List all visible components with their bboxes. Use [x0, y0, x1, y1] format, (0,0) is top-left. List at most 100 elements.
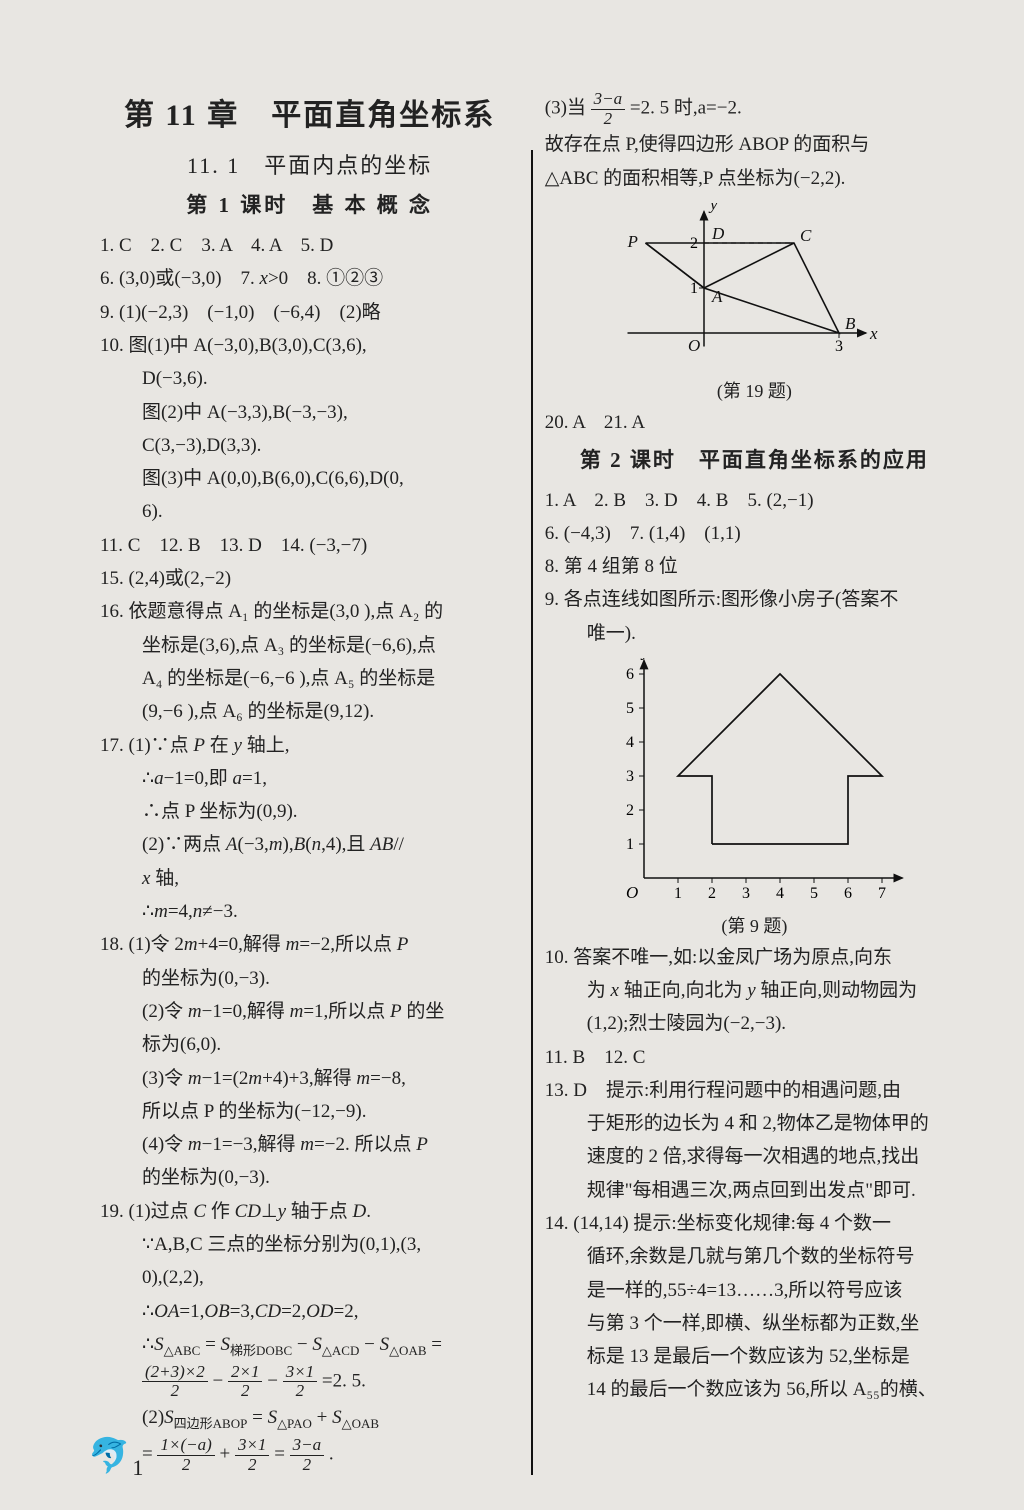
fraction: 3×12	[283, 1363, 317, 1401]
eq-tail: =2. 5.	[322, 1370, 366, 1391]
text-line: C(3,−3),D(3,3).	[100, 430, 519, 462]
svg-text:4: 4	[776, 885, 784, 902]
text-line: 图(2)中 A(−3,3),B(−3,−3),	[100, 397, 519, 429]
svg-text:1: 1	[690, 280, 698, 297]
svg-text:2: 2	[708, 885, 716, 902]
eq-line: (2+3)×22 − 2×12 − 3×12 =2. 5.	[100, 1363, 519, 1401]
text-line: 6. (3,0)或(−3,0) 7. x>0 8. ①②③	[100, 263, 519, 295]
text-line: 13. D 提示:利用行程问题中的相遇问题,由	[545, 1075, 964, 1107]
svg-text:5: 5	[810, 885, 818, 902]
eq-line: = 1×(−a)2 + 3×12 = 3−a2 .	[100, 1436, 519, 1474]
section-title: 11. 1 平面内点的坐标	[100, 147, 519, 184]
fraction: 3×12	[235, 1436, 269, 1474]
text-line: (2)令 m−1=0,解得 m=1,所以点 P 的坐	[100, 996, 519, 1028]
svg-text:C: C	[800, 226, 812, 245]
left-column: 第 11 章 平面直角坐标系 11. 1 平面内点的坐标 第 1 课时 基 本 …	[100, 90, 525, 1475]
text-line: 9. (1)(−2,3) (−1,0) (−6,4) (2)略	[100, 297, 519, 329]
svg-text:1: 1	[626, 836, 634, 853]
text-line: 标为(6,0).	[100, 1029, 519, 1061]
svg-text:B: B	[845, 314, 856, 333]
page-footer: 🐬 1	[88, 1428, 143, 1486]
fraction: 3−a2	[591, 90, 625, 128]
svg-text:6: 6	[626, 666, 634, 683]
text-line: 10. 答案不唯一,如:以金凤广场为原点,向东	[545, 942, 964, 974]
text-line: 与第 3 个一样,即横、纵坐标都为正数,坐	[545, 1308, 964, 1340]
figure-9: 1234567123456Oxy	[604, 658, 904, 908]
text-line: 6. (−4,3) 7. (1,4) (1,1)	[545, 518, 964, 550]
svg-text:3: 3	[626, 768, 634, 785]
svg-text:3: 3	[835, 338, 843, 355]
fraction: 1×(−a)2	[157, 1436, 214, 1474]
svg-text:D: D	[711, 224, 725, 243]
text-line: 19. (1)过点 C 作 CD⊥y 轴于点 D.	[100, 1196, 519, 1228]
svg-text:2: 2	[690, 235, 698, 252]
text-line: 20. A 21. A	[545, 407, 964, 439]
svg-text:y: y	[640, 658, 650, 660]
text-line: ∴OA=1,OB=3,CD=2,OD=2,	[100, 1296, 519, 1328]
figure-19-wrap: Ox y P D C A B 1 2 3	[545, 203, 964, 373]
eq-line: (3)当 3−a2 =2. 5 时,a=−2.	[545, 90, 964, 128]
text-line: 11. C 12. B 13. D 14. (−3,−7)	[100, 530, 519, 562]
text-line: (2)S四边形ABOP = S△PAO + S△OAB	[100, 1402, 519, 1435]
column-divider	[531, 150, 533, 1475]
lesson2-title: 第 2 课时 平面直角坐标系的应用	[545, 443, 964, 479]
text-line: ∵A,B,C 三点的坐标分别为(0,1),(3,	[100, 1229, 519, 1261]
figure-19-caption: (第 19 题)	[545, 376, 964, 407]
fraction: 3−a2	[290, 1436, 324, 1474]
svg-text:4: 4	[626, 734, 634, 751]
text-line: 10. 图(1)中 A(−3,0),B(3,0),C(3,6),	[100, 330, 519, 362]
text-line: 于矩形的边长为 4 和 2,物体乙是物体甲的	[545, 1108, 964, 1140]
page-columns: 第 11 章 平面直角坐标系 11. 1 平面内点的坐标 第 1 课时 基 本 …	[100, 90, 964, 1475]
text-line: 6).	[100, 496, 519, 528]
text-line: 的坐标为(0,−3).	[100, 963, 519, 995]
text-line: 坐标是(3,6),点 A₃ 的坐标是(−6,6),点	[100, 630, 519, 662]
text-line: ∴S△ABC = S梯形DOBC − S△ACD − S△OAB =	[100, 1329, 519, 1362]
text-line: 0),(2,2),	[100, 1262, 519, 1294]
text-line: x 轴,	[100, 863, 519, 895]
text-line: 所以点 P 的坐标为(−12,−9).	[100, 1096, 519, 1128]
text-line: ∴a−1=0,即 a=1,	[100, 763, 519, 795]
svg-text:6: 6	[844, 885, 852, 902]
text-line: 8. 第 4 组第 8 位	[545, 551, 964, 583]
page-number: 1	[132, 1449, 143, 1486]
text-line: 故存在点 P,使得四边形 ABOP 的面积与	[545, 129, 964, 161]
text-line: 的坐标为(0,−3).	[100, 1162, 519, 1194]
chapter-title: 第 11 章 平面直角坐标系	[100, 90, 519, 141]
text-line: 标是 13 是最后一个数应该为 52,坐标是	[545, 1341, 964, 1373]
text-line: 1. A 2. B 3. D 4. B 5. (2,−1)	[545, 485, 964, 517]
svg-text:O: O	[688, 336, 700, 355]
figure-9-caption: (第 9 题)	[545, 911, 964, 942]
lesson1-title: 第 1 课时 基 本 概 念	[100, 188, 519, 224]
text-line: (4)令 m−1=−3,解得 m=−2. 所以点 P	[100, 1129, 519, 1161]
text-line: 1. C 2. C 3. A 4. A 5. D	[100, 230, 519, 262]
svg-text:A: A	[711, 287, 723, 306]
text: (3)当	[545, 98, 586, 119]
text-line: D(−3,6).	[100, 363, 519, 395]
svg-text:2: 2	[626, 802, 634, 819]
svg-text:O: O	[626, 883, 638, 902]
text: =2. 5 时,a=−2.	[630, 98, 742, 119]
text-line: 16. 依题意得点 A₁ 的坐标是(3,0 ),点 A₂ 的	[100, 596, 519, 628]
text-line: (1,2);烈士陵园为(−2,−3).	[545, 1008, 964, 1040]
fraction: 2×12	[228, 1363, 262, 1401]
figure-19: Ox y P D C A B 1 2 3	[624, 203, 884, 373]
text-line: 循环,余数是几就与第几个数的坐标符号	[545, 1241, 964, 1273]
svg-text:5: 5	[626, 700, 634, 717]
svg-text:y: y	[708, 203, 718, 214]
text-line: 唯一).	[545, 618, 964, 650]
text-line: 15. (2,4)或(2,−2)	[100, 563, 519, 595]
text-line: 14. (14,14) 提示:坐标变化规律:每 4 个数一	[545, 1208, 964, 1240]
text-line: 是一样的,55÷4=13……3,所以符号应该	[545, 1275, 964, 1307]
dolphin-icon: 🐬	[88, 1428, 130, 1486]
text-line: ∴点 P 坐标为(0,9).	[100, 796, 519, 828]
svg-text:x: x	[869, 324, 878, 343]
text-line: (9,−6 ),点 A₆ 的坐标是(9,12).	[100, 696, 519, 728]
fraction: (2+3)×22	[142, 1363, 208, 1401]
text-line: (2)∵两点 A(−3,m),B(n,4),且 AB//	[100, 829, 519, 861]
text-line: ∴m=4,n≠−3.	[100, 896, 519, 928]
text-line: 14 的最后一个数应该为 56,所以 A₅₅的横、	[545, 1374, 964, 1406]
svg-text:P: P	[627, 232, 638, 251]
text-line: 规律"每相遇三次,两点回到出发点"即可.	[545, 1175, 964, 1207]
svg-text:7: 7	[878, 885, 886, 902]
text-line: 为 x 轴正向,向北为 y 轴正向,则动物园为	[545, 975, 964, 1007]
